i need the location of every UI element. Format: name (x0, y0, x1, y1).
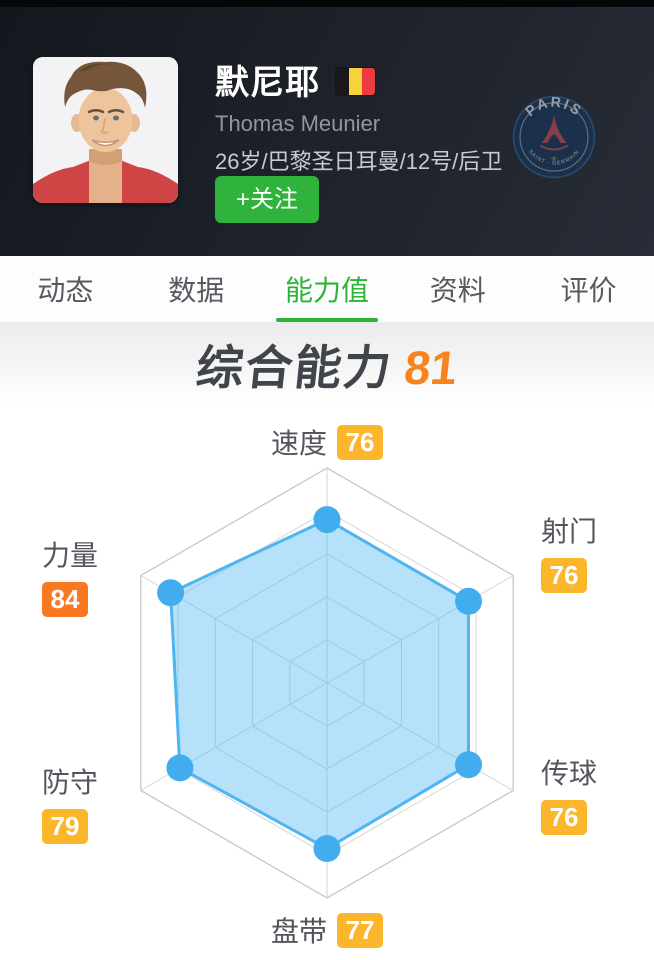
tab-ability[interactable]: 能力值 (262, 256, 393, 322)
player-photo (33, 57, 178, 203)
stat-defending-badge: 79 (42, 809, 88, 844)
stat-defending: 防守 79 (42, 761, 98, 844)
stat-dribbling-badge: 77 (337, 912, 383, 948)
tab-reviews[interactable]: 评价 (560, 275, 617, 306)
ability-radar-chart: 速度 76 射门 76 传球 76 盘带 77 防守 79 力量 84 (0, 404, 654, 960)
stat-dribbling-label: 盘带 (270, 916, 327, 947)
active-tab-underline (275, 318, 378, 322)
stat-strength-label: 力量 (42, 540, 99, 571)
belgium-flag-icon (336, 68, 375, 95)
overall-ability-band: 综合能力 81 (0, 322, 654, 404)
player-name-row: 默尼耶 (215, 55, 375, 104)
fleur-de-lis-icon: ⚜ (550, 154, 558, 164)
tab-bar: 动态 数据 能力值 资料 评价 (0, 256, 654, 322)
psg-club-badge: PARIS SAINT - GERMAIN ⚜ (512, 95, 596, 179)
player-meta: 26岁/巴黎圣日耳曼/12号/后卫 (215, 149, 503, 174)
stat-passing-badge: 76 (541, 800, 587, 835)
player-header: 默尼耶 Thomas Meunier 26岁/巴黎圣日耳曼/12号/后卫 +关注… (0, 7, 654, 256)
stat-strength-badge: 84 (42, 582, 88, 617)
radar-plot (140, 467, 514, 899)
tab-profile[interactable]: 资料 (429, 275, 486, 306)
follow-button[interactable]: +关注 (215, 176, 319, 223)
player-name-en: Thomas Meunier (215, 111, 381, 136)
stat-defending-label: 防守 (42, 767, 99, 798)
stat-shooting-label: 射门 (541, 516, 598, 547)
tab-moments[interactable]: 动态 (37, 275, 94, 306)
stat-strength: 力量 84 (42, 534, 98, 617)
eiffel-tower-icon (541, 114, 567, 144)
stat-dribbling: 盘带 77 (271, 910, 383, 950)
overall-ability-value: 81 (401, 340, 460, 394)
stat-speed-badge: 76 (337, 424, 383, 460)
stat-passing-label: 传球 (541, 758, 598, 789)
stat-speed: 速度 76 (271, 422, 383, 462)
status-bar (0, 0, 654, 7)
stat-shooting-badge: 76 (541, 558, 587, 593)
player-name: 默尼耶 (215, 64, 320, 102)
stat-passing: 传球 76 (541, 752, 597, 835)
stat-shooting: 射门 76 (541, 510, 597, 593)
tab-stats[interactable]: 数据 (168, 275, 225, 306)
stat-speed-label: 速度 (270, 428, 327, 459)
overall-ability-label: 综合能力 (193, 340, 396, 394)
player-portrait-illustration (33, 57, 178, 203)
